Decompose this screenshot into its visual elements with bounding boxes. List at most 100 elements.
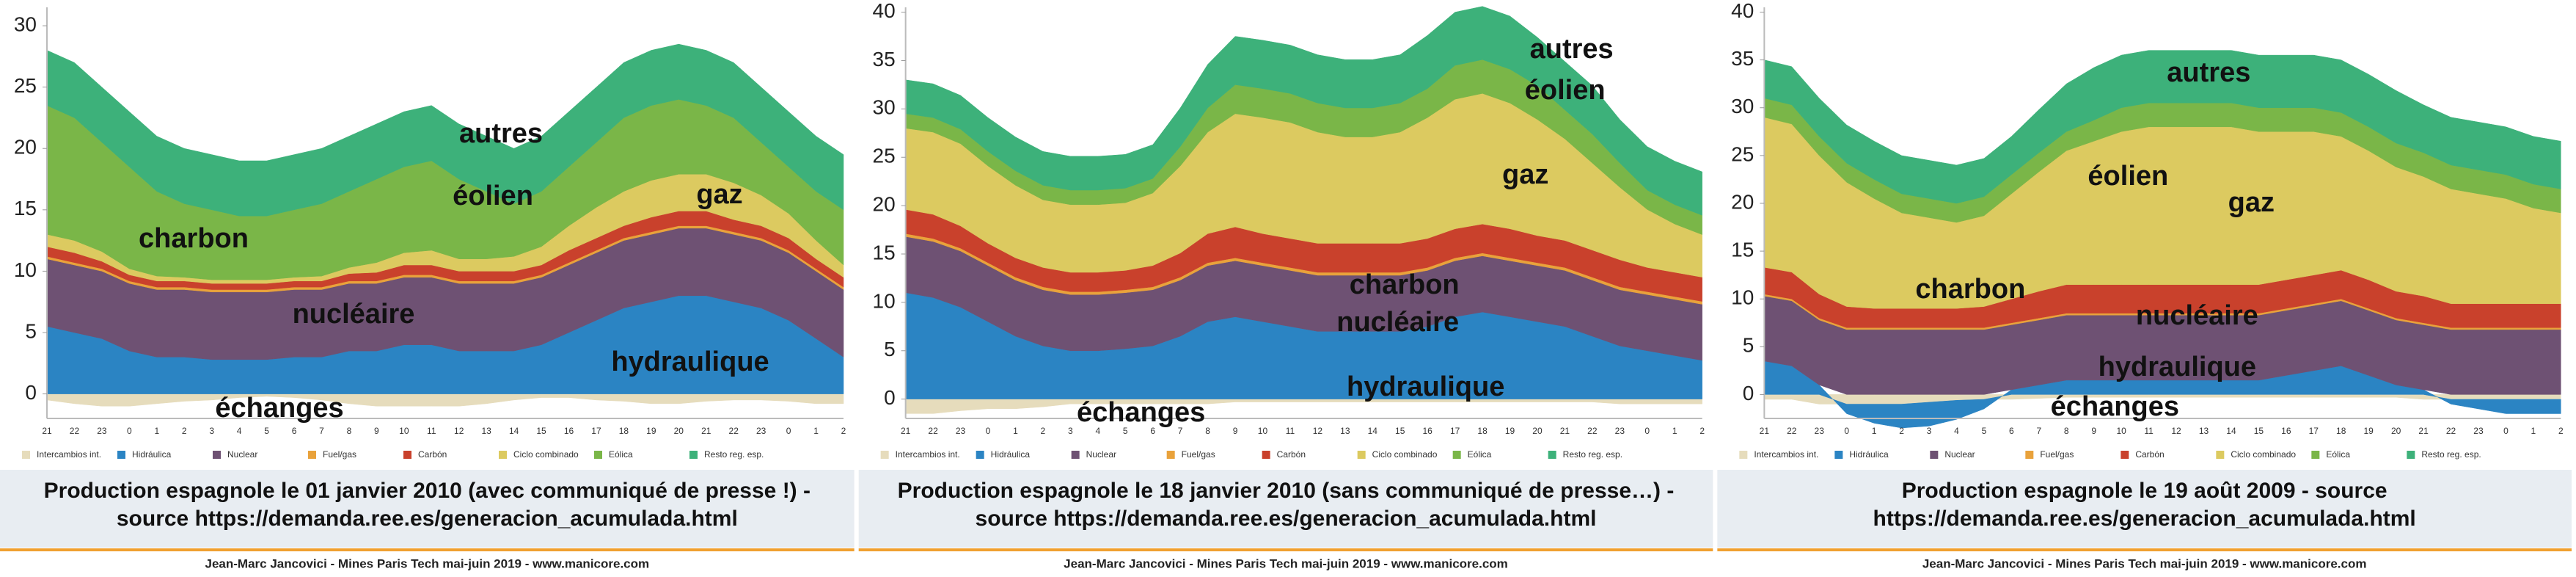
x-tick-label: 6 [292, 426, 297, 436]
x-tick-label: 4 [237, 426, 242, 436]
y-tick-label: 35 [873, 48, 896, 70]
area-0 [46, 393, 844, 407]
legend-label: Resto reg. esp. [704, 449, 764, 460]
y-tick-label: 15 [1731, 238, 1754, 261]
annotation: charbon [139, 223, 249, 254]
legend-swatch [1739, 451, 1748, 459]
x-tick-label: 2 [1899, 426, 1904, 436]
x-tick-label: 12 [1313, 426, 1323, 436]
footer-rule [858, 548, 1713, 551]
annotation: éolien [2087, 161, 2168, 192]
x-tick-label: 22 [928, 426, 938, 436]
caption: Production espagnole le 01 janvier 2010 … [44, 479, 811, 503]
x-tick-label: 18 [1477, 426, 1488, 436]
y-tick-label: 30 [873, 96, 896, 119]
x-tick-label: 13 [481, 426, 491, 436]
x-tick-label: 11 [2144, 426, 2154, 436]
annotation: charbon [1350, 269, 1460, 300]
legend-swatch [689, 451, 698, 459]
annotation: charbon [1915, 274, 2025, 305]
x-tick-label: 21 [42, 426, 52, 436]
x-tick-label: 3 [1068, 426, 1073, 436]
legend-label: Resto reg. esp. [2421, 449, 2481, 460]
caption-background [0, 470, 855, 548]
footer: Jean-Marc Jancovici - Mines Paris Tech m… [1922, 556, 2367, 570]
y-tick-label: 0 [884, 386, 896, 409]
y-tick-label: 15 [873, 241, 896, 264]
caption-background [1717, 470, 2572, 548]
x-tick-label: 20 [2391, 426, 2401, 436]
area-7 [905, 6, 1702, 216]
y-tick-label: 10 [1731, 286, 1754, 309]
x-tick-label: 2 [2558, 426, 2564, 436]
legend-swatch [594, 451, 602, 459]
x-tick-label: 21 [2418, 426, 2429, 436]
x-tick-label: 14 [509, 426, 519, 436]
x-tick-label: 17 [2309, 426, 2319, 436]
legend-label: Eólica [609, 449, 633, 460]
legend-label: Eólica [2326, 449, 2350, 460]
x-tick-label: 15 [2254, 426, 2264, 436]
x-tick-label: 0 [1644, 426, 1650, 436]
legend-swatch [976, 451, 984, 459]
y-tick-label: 20 [873, 193, 896, 216]
x-tick-label: 1 [1013, 426, 1018, 436]
legend-swatch [403, 451, 411, 459]
x-tick-label: 13 [2199, 426, 2209, 436]
legend-swatch [1262, 451, 1270, 459]
x-tick-label: 0 [786, 426, 791, 436]
annotation: hydraulique [611, 346, 769, 377]
x-tick-label: 19 [646, 426, 656, 436]
x-tick-label: 10 [399, 426, 409, 436]
x-tick-label: 10 [2116, 426, 2126, 436]
x-tick-label: 0 [2503, 426, 2509, 436]
annotation: hydraulique [1347, 371, 1504, 402]
legend-label: Fuel/gas [323, 449, 356, 460]
x-tick-label: 22 [1587, 426, 1598, 436]
y-tick-label: 25 [1731, 142, 1754, 165]
x-tick-label: 4 [1954, 426, 1959, 436]
area-0 [905, 399, 1702, 414]
x-tick-label: 21 [701, 426, 711, 436]
legend-swatch [1548, 451, 1556, 459]
x-tick-label: 9 [1233, 426, 1238, 436]
y-tick-label: 30 [14, 12, 37, 35]
x-tick-label: 22 [729, 426, 739, 436]
legend-swatch [1071, 451, 1080, 459]
legend-swatch [2121, 451, 2129, 459]
legend-swatch [2216, 451, 2225, 459]
legend-swatch [213, 451, 221, 459]
x-tick-label: 16 [564, 426, 574, 436]
x-tick-label: 0 [127, 426, 132, 436]
x-tick-label: 3 [1927, 426, 1932, 436]
x-tick-label: 22 [70, 426, 80, 436]
annotation: autres [1530, 34, 1614, 65]
y-tick-label: 25 [14, 74, 37, 97]
legend-label: Nuclear [227, 449, 257, 460]
legend-label: Hidráulica [1849, 449, 1889, 460]
y-tick-label: 5 [25, 319, 37, 342]
x-tick-label: 23 [2473, 426, 2484, 436]
legend-label: Fuel/gas [1182, 449, 1215, 460]
x-tick-label: 23 [1615, 426, 1625, 436]
legend-swatch [1834, 451, 1843, 459]
legend-label: Carbón [418, 449, 447, 460]
legend-swatch [1357, 451, 1366, 459]
x-tick-label: 1 [2531, 426, 2536, 436]
caption: Production espagnole le 18 janvier 2010 … [898, 479, 1675, 503]
y-tick-label: 0 [25, 381, 37, 404]
x-tick-label: 5 [1982, 426, 1987, 436]
legend-label: Intercambios int. [896, 449, 960, 460]
x-tick-label: 23 [97, 426, 107, 436]
x-tick-label: 1 [813, 426, 819, 436]
x-tick-label: 14 [2226, 426, 2236, 436]
x-tick-label: 21 [1560, 426, 1570, 436]
x-tick-label: 23 [1815, 426, 1825, 436]
x-tick-label: 19 [1505, 426, 1515, 436]
legend-label: Nuclear [1944, 449, 1975, 460]
legend-swatch [2025, 451, 2034, 459]
footer-rule [1717, 548, 2572, 551]
